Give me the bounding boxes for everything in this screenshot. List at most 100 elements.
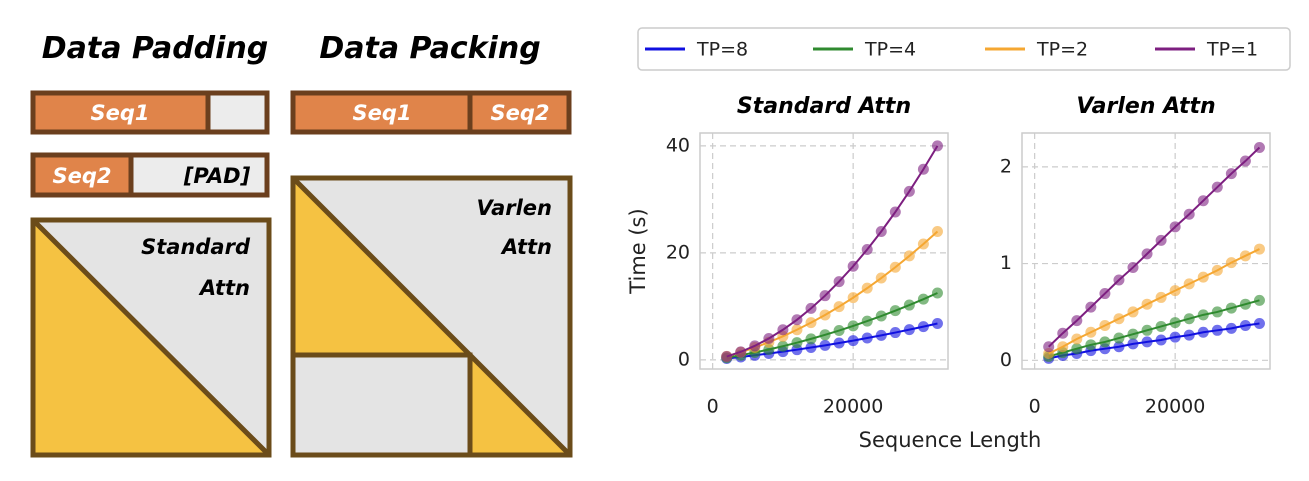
data-point xyxy=(875,310,887,322)
attn-label: Varlen xyxy=(476,196,552,220)
data-point xyxy=(1127,328,1139,340)
pad-label: [PAD] xyxy=(183,164,251,188)
chart-title: Standard Attn xyxy=(737,94,911,119)
data-point xyxy=(861,332,873,344)
data-point xyxy=(833,276,845,288)
data-point xyxy=(1071,315,1083,327)
data-point xyxy=(1197,309,1209,321)
data-point xyxy=(1071,343,1083,355)
data-point xyxy=(889,305,901,317)
data-point xyxy=(861,244,873,256)
series-line xyxy=(1048,248,1260,355)
data-point xyxy=(1085,339,1097,351)
data-point xyxy=(1253,243,1265,255)
y-tick-label: 2 xyxy=(1000,155,1012,177)
data-point xyxy=(903,250,915,262)
x-tick-label: 20000 xyxy=(1145,396,1205,418)
legend-label: TP=4 xyxy=(864,39,916,61)
data-point xyxy=(917,321,929,333)
data-point xyxy=(861,282,873,294)
x-tick-label: 0 xyxy=(707,396,719,418)
data-point xyxy=(791,314,803,326)
data-point xyxy=(1197,326,1209,338)
data-point xyxy=(833,337,845,349)
x-tick-label: 20000 xyxy=(823,396,883,418)
data-point xyxy=(805,333,817,345)
x-axis-label: Sequence Length xyxy=(859,428,1042,452)
attn-label: Standard xyxy=(141,235,251,259)
data-point xyxy=(1141,336,1153,348)
pad-block xyxy=(205,90,270,135)
data-point xyxy=(1155,334,1167,346)
seq-label: Seq2 xyxy=(52,164,111,188)
data-point xyxy=(1169,331,1181,343)
data-point xyxy=(1225,257,1237,269)
series-line xyxy=(1048,322,1260,360)
data-point xyxy=(833,301,845,313)
data-point xyxy=(1211,181,1223,193)
data-point xyxy=(819,309,831,321)
data-point xyxy=(1127,261,1139,273)
data-point xyxy=(917,238,929,250)
series-line xyxy=(726,292,938,359)
data-point xyxy=(1099,288,1111,300)
seq-label: Seq1 xyxy=(90,101,149,125)
data-point xyxy=(1211,264,1223,276)
data-point xyxy=(1225,168,1237,180)
data-point xyxy=(875,329,887,341)
data-point xyxy=(1141,324,1153,336)
data-point xyxy=(903,324,915,336)
packing-title: Data Packing xyxy=(319,31,540,66)
seq-block xyxy=(30,152,134,198)
y-tick-label: 0 xyxy=(1000,349,1012,371)
data-point xyxy=(805,317,817,329)
data-point xyxy=(889,261,901,273)
attn-mask xyxy=(30,217,272,458)
data-point xyxy=(931,225,943,237)
data-point xyxy=(1113,274,1125,286)
plot-frame xyxy=(1021,132,1271,370)
data-point xyxy=(1141,298,1153,310)
data-point xyxy=(847,335,859,347)
data-point xyxy=(819,329,831,341)
data-point xyxy=(1127,338,1139,350)
data-point xyxy=(721,351,733,363)
attn-label: Attn xyxy=(500,235,552,259)
data-point xyxy=(1183,329,1195,341)
data-point xyxy=(875,225,887,237)
padding-title: Data Padding xyxy=(42,31,269,66)
data-point xyxy=(917,163,929,175)
data-point xyxy=(847,320,859,332)
y-tick-label: 20 xyxy=(666,241,690,263)
data-point xyxy=(1239,155,1251,167)
data-point xyxy=(805,302,817,314)
data-point xyxy=(1071,333,1083,345)
data-point xyxy=(931,287,943,299)
data-point xyxy=(1253,294,1265,306)
series-line xyxy=(1048,146,1261,348)
data-point xyxy=(1197,271,1209,283)
data-point xyxy=(1113,313,1125,325)
y-axis-label: Time (s) xyxy=(626,208,650,294)
data-point xyxy=(777,340,789,352)
data-point xyxy=(1239,319,1251,331)
data-point xyxy=(1085,301,1097,313)
data-point xyxy=(791,324,803,336)
data-point xyxy=(1225,302,1237,314)
data-point xyxy=(1155,320,1167,332)
data-point xyxy=(1099,336,1111,348)
data-point xyxy=(903,299,915,311)
legend-label: TP=8 xyxy=(696,39,748,61)
data-point xyxy=(1239,298,1251,310)
pad-block xyxy=(128,152,270,198)
data-point xyxy=(763,332,775,344)
data-point xyxy=(875,272,887,284)
data-point xyxy=(1225,322,1237,334)
block-border xyxy=(290,352,473,458)
data-point xyxy=(1211,324,1223,336)
data-point xyxy=(805,342,817,354)
data-point xyxy=(917,293,929,305)
data-point xyxy=(1239,250,1251,262)
data-point xyxy=(847,292,859,304)
